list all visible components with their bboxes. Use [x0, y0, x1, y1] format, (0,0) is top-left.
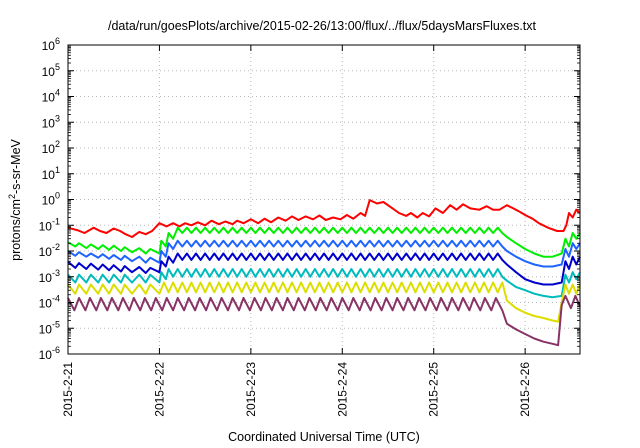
x-tick-label: 2015-2-23 [244, 362, 258, 417]
plot-frame [67, 44, 581, 355]
y-tick-base: 10 [42, 116, 56, 130]
y-tick-exponent: -4 [52, 294, 60, 304]
y-tick-label: 101 [42, 165, 60, 182]
y-tick-exponent: 0 [55, 191, 60, 201]
y-tick-base: 10 [39, 271, 53, 285]
series-line-5 [67, 268, 581, 299]
y-tick-base: 10 [42, 91, 56, 105]
y-tick-exponent: -3 [52, 268, 60, 278]
y-tick-exponent: 2 [55, 139, 60, 149]
series-group [67, 199, 581, 347]
y-axis-label-main: protons/cm [9, 199, 23, 261]
y-tick-exponent: -1 [52, 216, 60, 226]
y-tick-base: 10 [42, 142, 56, 156]
y-tick-exponent: -2 [52, 242, 60, 252]
y-tick-label: 10-6 [39, 345, 60, 362]
y-tick-label: 10-3 [39, 268, 60, 285]
x-axis-ticks: 2015-2-21 2015-2-22 2015-2-23 2015-2-24 2015… [61, 45, 532, 417]
y-tick-exponent: 4 [55, 88, 60, 98]
y-tick-label: 10-2 [39, 242, 60, 259]
y-tick-exponent: 1 [55, 165, 60, 175]
x-axis-label: Coordinated Universal Time (UTC) [228, 430, 420, 444]
y-tick-exponent: -6 [52, 345, 60, 355]
x-tick-label: 2015-2-25 [427, 362, 441, 417]
chart-title: /data/run/goesPlots/archive/2015-02-26/1… [108, 19, 537, 33]
series-line-7 [67, 294, 581, 347]
y-tick-label: 106 [42, 36, 60, 53]
y-tick-label: 102 [42, 139, 60, 156]
y-axis-label-units: -s-sr-MeV [9, 138, 23, 194]
y-tick-base: 10 [39, 219, 53, 233]
series-line-6 [67, 281, 581, 323]
y-tick-base: 10 [42, 194, 56, 208]
y-axis-label: protons/cm2-s-sr-MeV [7, 138, 23, 260]
y-tick-label: 10-4 [39, 294, 60, 311]
y-tick-exponent: 3 [55, 113, 60, 123]
series-line-4 [67, 252, 581, 286]
series-line-1 [67, 199, 581, 238]
y-tick-base: 10 [39, 245, 53, 259]
y-tick-label: 10-5 [39, 319, 60, 336]
y-tick-label: 104 [42, 88, 60, 105]
y-axis-ticks: 10-610-510-410-310-210-11001011021031041… [39, 36, 580, 362]
y-tick-base: 10 [39, 322, 53, 336]
x-tick-label: 2015-2-24 [335, 362, 349, 417]
y-axis-label-superscript: 2 [7, 194, 17, 199]
y-tick-base: 10 [42, 39, 56, 53]
y-tick-label: 100 [42, 191, 60, 208]
grid [68, 45, 580, 354]
series-line-3 [67, 239, 581, 268]
y-tick-base: 10 [39, 348, 53, 362]
x-tick-label: 2015-2-26 [518, 362, 532, 417]
y-tick-base: 10 [42, 168, 56, 182]
y-tick-exponent: -5 [52, 319, 60, 329]
y-tick-base: 10 [39, 297, 53, 311]
y-tick-base: 10 [42, 65, 56, 79]
x-tick-label: 2015-2-21 [61, 362, 75, 417]
y-tick-label: 105 [42, 62, 60, 79]
y-tick-exponent: 6 [55, 36, 60, 46]
series-line-2 [67, 226, 581, 258]
y-tick-exponent: 5 [55, 62, 60, 72]
x-tick-label: 2015-2-22 [152, 362, 166, 417]
y-tick-label: 103 [42, 113, 60, 130]
y-tick-label: 10-1 [39, 216, 60, 233]
